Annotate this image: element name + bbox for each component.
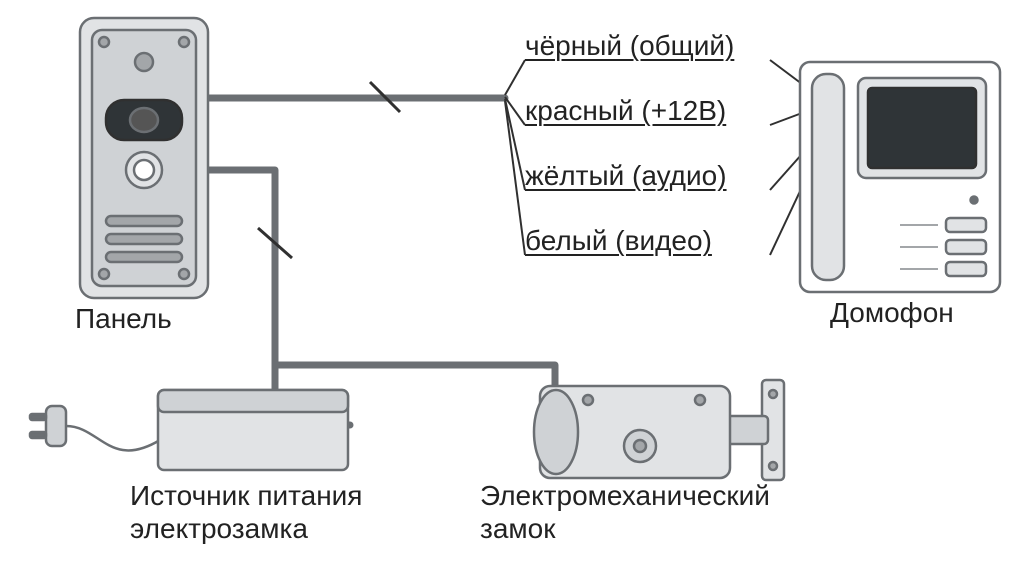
wire-label-white: белый (видео) bbox=[525, 225, 712, 257]
lock-label-line2: замок bbox=[480, 513, 555, 545]
cable-break-mid bbox=[258, 228, 292, 258]
diagram-canvas: чёрный (общий) красный (+12В) жёлтый (ау… bbox=[0, 0, 1024, 578]
lock-icon bbox=[534, 380, 784, 480]
wire-label-black: чёрный (общий) bbox=[525, 30, 734, 62]
psu-label-line1: Источник питания bbox=[130, 480, 362, 512]
psu-icon bbox=[30, 390, 348, 470]
panel-label: Панель bbox=[75, 303, 172, 335]
outdoor-panel-icon bbox=[80, 18, 208, 298]
cable-break-top bbox=[370, 82, 400, 112]
cable-panel-down bbox=[200, 170, 555, 425]
psu-label-line2: электрозамка bbox=[130, 513, 308, 545]
lock-label-line1: Электромеханический bbox=[480, 480, 770, 512]
intercom-icon bbox=[800, 62, 1000, 292]
wire-label-red: красный (+12В) bbox=[525, 95, 726, 127]
intercom-label: Домофон bbox=[830, 297, 954, 329]
wire-label-yellow: жёлтый (аудио) bbox=[525, 160, 727, 192]
plug-icon bbox=[30, 406, 66, 446]
